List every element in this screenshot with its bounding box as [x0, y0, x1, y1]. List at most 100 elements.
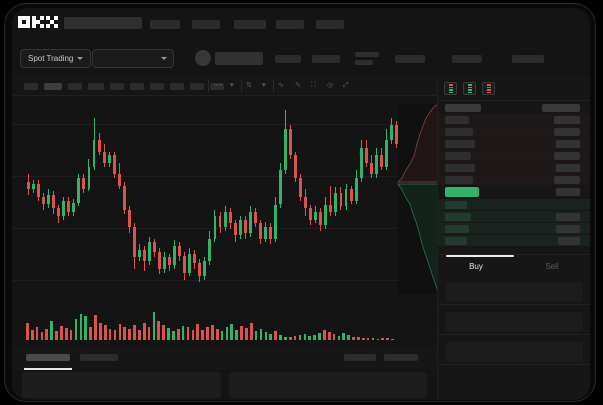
volume-bar: [322, 330, 326, 340]
nav-item-2[interactable]: [192, 20, 220, 29]
chevron-down-icon[interactable]: ▾: [262, 82, 266, 89]
volume-bar: [366, 338, 370, 340]
line-tool-icon[interactable]: ∿: [278, 82, 284, 89]
coin-avatar: [195, 50, 211, 66]
nav-item-4[interactable]: [276, 20, 304, 29]
timeframe-option-2[interactable]: [44, 83, 62, 90]
bottom-panel-left[interactable]: [22, 372, 221, 398]
bottom-tab-1[interactable]: [26, 354, 70, 361]
volume-bar: [94, 314, 97, 340]
candle-body: [258, 223, 262, 239]
volume-bar: [327, 332, 331, 340]
orderbook-bid-row[interactable]: [438, 235, 590, 246]
order-price-field[interactable]: [446, 282, 583, 302]
market-subbar: Spot Trading: [12, 42, 590, 76]
bottom-tab-active-indicator: [24, 368, 72, 370]
candle-body: [62, 200, 66, 216]
orderbook-rows[interactable]: [438, 102, 590, 248]
bottom-panel-right[interactable]: [228, 372, 427, 398]
volume-bar: [254, 331, 258, 340]
nav-item-1[interactable]: [150, 20, 180, 29]
candle-body: [87, 166, 91, 190]
candle-body: [284, 128, 287, 171]
orderbook-bid-row[interactable]: [438, 223, 590, 234]
compare-icon[interactable]: ⇅: [246, 82, 252, 89]
pencil-icon[interactable]: ✎: [295, 82, 301, 89]
orderbook-ask-row[interactable]: [438, 174, 590, 185]
candle-body: [314, 212, 318, 220]
orderbook-column-header: [438, 102, 590, 113]
volume-bar: [176, 328, 180, 340]
nav-item-3[interactable]: [234, 20, 266, 29]
orderbook-bid-row[interactable]: [438, 199, 590, 210]
volume-bar: [55, 331, 58, 340]
settings-icon[interactable]: ◎: [327, 82, 334, 89]
screenshot-icon[interactable]: ⛶: [311, 82, 316, 89]
timeframe-option-10[interactable]: [210, 83, 224, 90]
orderbook-ask-row[interactable]: [438, 138, 590, 149]
candle-body: [319, 212, 323, 226]
timeframe-option-6[interactable]: [130, 83, 144, 90]
bottom-action-2[interactable]: [384, 354, 418, 361]
timeframe-option-8[interactable]: [170, 83, 184, 90]
candle-body: [117, 174, 121, 186]
candlestick-chart[interactable]: [12, 96, 437, 304]
timeframe-option-1[interactable]: [24, 83, 38, 90]
volume-bar: [128, 328, 131, 340]
search-input[interactable]: [64, 17, 142, 29]
indicators-icon[interactable]: ⌁⌁: [214, 82, 223, 89]
order-total-field[interactable]: [446, 342, 583, 362]
candle-body: [339, 193, 343, 207]
candle-body: [188, 253, 192, 273]
volume-bar: [35, 326, 39, 340]
candle-body: [32, 183, 36, 190]
candle-body: [268, 227, 272, 239]
volume-bar: [391, 338, 394, 340]
timeframe-option-7[interactable]: [150, 83, 164, 90]
candle-body: [218, 215, 222, 228]
timeframe-option-9[interactable]: [190, 83, 204, 90]
orderbook-ask-row[interactable]: [438, 162, 590, 173]
volume-bar: [211, 325, 214, 340]
bottom-action-1[interactable]: [344, 354, 376, 361]
timeframe-option-4[interactable]: [88, 83, 104, 90]
volume-bar: [225, 326, 229, 340]
trading-pair-select[interactable]: [92, 49, 174, 68]
orderbook-both-icon[interactable]: [444, 82, 457, 95]
okx-logo[interactable]: [18, 16, 58, 28]
candle-body: [107, 155, 111, 163]
volume-bar: [103, 325, 107, 340]
candle-body: [379, 155, 383, 167]
volume-bar: [357, 337, 360, 340]
candle-body: [57, 208, 61, 216]
orderbook-ask-row[interactable]: [438, 114, 590, 125]
volume-bar: [303, 333, 307, 340]
candle-body: [223, 212, 227, 228]
nav-item-5[interactable]: [316, 20, 344, 29]
chevron-down-icon: [161, 57, 167, 60]
orderbook-ask-row[interactable]: [438, 126, 590, 137]
tab-buy[interactable]: Buy: [469, 262, 483, 271]
volume-bar: [206, 326, 209, 340]
volume-bar: [147, 326, 151, 340]
orderbook-mode-group: [444, 82, 495, 95]
bottom-tab-2[interactable]: [80, 354, 118, 361]
fullscreen-icon[interactable]: ⤢: [343, 82, 349, 89]
candle-body: [92, 140, 96, 167]
candle-body: [364, 147, 368, 163]
market-type-dropdown[interactable]: Spot Trading: [20, 49, 92, 68]
chevron-down-icon[interactable]: ▾: [230, 82, 234, 89]
timeframe-option-5[interactable]: [110, 83, 124, 90]
volume-bar: [84, 315, 88, 340]
volume-bar: [64, 327, 68, 340]
orderbook-ask-row[interactable]: [438, 150, 590, 161]
order-amount-field[interactable]: [446, 312, 583, 332]
orderbook-bids-icon[interactable]: [463, 82, 476, 95]
volume-bar: [371, 338, 375, 340]
orderbook-bid-row[interactable]: [438, 211, 590, 222]
candle-body: [183, 255, 187, 273]
volume-bar: [99, 322, 102, 340]
orderbook-asks-icon[interactable]: [482, 82, 495, 95]
tab-sell[interactable]: Sell: [545, 262, 559, 271]
timeframe-option-3[interactable]: [68, 83, 82, 90]
